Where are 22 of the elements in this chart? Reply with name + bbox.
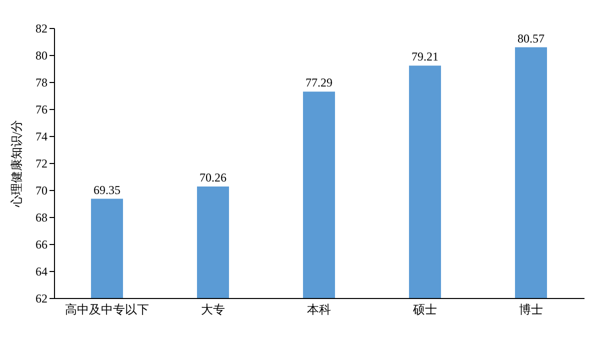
y-tick-label: 80 xyxy=(36,48,48,62)
x-tick-label: 大专 xyxy=(201,302,225,316)
x-tick-label: 硕士 xyxy=(412,302,437,316)
data-label: 70.26 xyxy=(200,170,226,184)
y-tick-label: 66 xyxy=(36,238,48,252)
data-label: 80.57 xyxy=(518,31,544,46)
y-tick-label: 72 xyxy=(36,156,48,170)
y-tick-label: 82 xyxy=(36,22,48,36)
y-tick-label: 76 xyxy=(36,102,48,116)
y-tick-label: 62 xyxy=(36,292,48,306)
y-axis-title: 心理健康知识/分 xyxy=(10,120,24,208)
y-tick-label: 68 xyxy=(36,210,48,224)
data-label: 69.35 xyxy=(94,182,120,197)
y-tick-label: 64 xyxy=(36,264,48,278)
y-tick-label: 70 xyxy=(36,184,48,198)
data-label: 79.21 xyxy=(412,50,438,64)
x-tick-label: 高中及中专以下 xyxy=(65,302,149,316)
data-label: 77.29 xyxy=(306,76,332,90)
y-tick-label: 74 xyxy=(36,130,48,144)
x-tick-label: 博士 xyxy=(519,302,543,316)
y-tick-label: 78 xyxy=(36,76,48,90)
x-tick-label: 本科 xyxy=(307,302,331,316)
